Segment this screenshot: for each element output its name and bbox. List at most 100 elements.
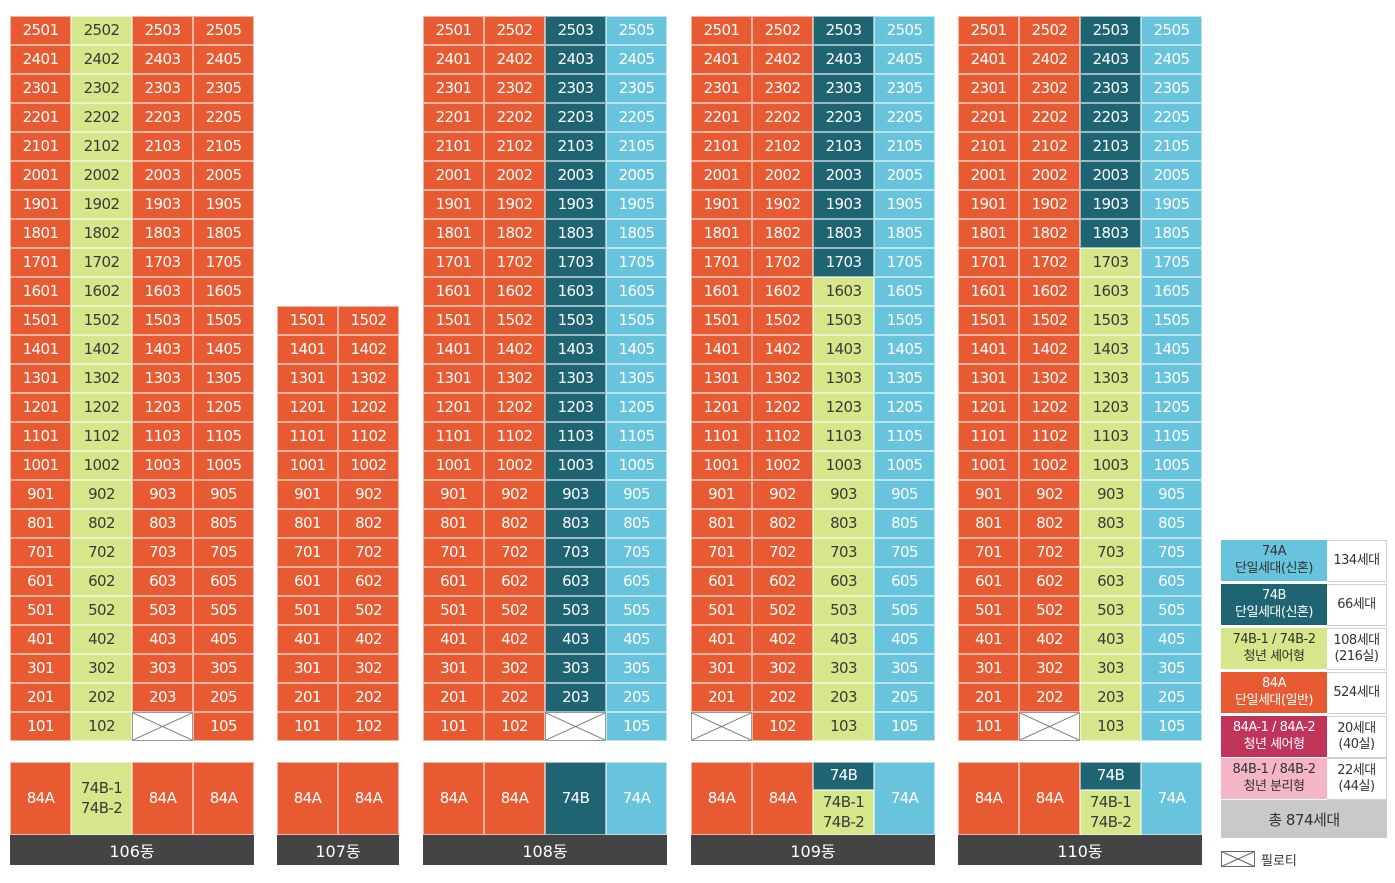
unit-cell: 1601 <box>10 277 71 306</box>
unit-cell: 302 <box>484 654 545 683</box>
unit-cell: 201 <box>691 683 752 712</box>
unit-cell: 2001 <box>958 161 1019 190</box>
unit-cell: 1003 <box>132 451 193 480</box>
unit-cell: 505 <box>606 596 667 625</box>
unit-cell: 203 <box>813 683 874 712</box>
unit-cell: 705 <box>193 538 254 567</box>
unit-cell: 2202 <box>1019 103 1080 132</box>
unit-type-cell: 84A <box>193 762 254 835</box>
unit-cell: 2002 <box>484 161 545 190</box>
unit-cell: 301 <box>277 654 338 683</box>
unit-cell: 1502 <box>1019 306 1080 335</box>
legend-swatch-74b-shared: 74B-1 / 74B-2 청년 셰어형 <box>1221 628 1327 670</box>
unit-cell: 105 <box>1141 712 1202 741</box>
unit-cell: 1403 <box>132 335 193 364</box>
unit-cell: 605 <box>1141 567 1202 596</box>
unit-cell: 101 <box>10 712 71 741</box>
unit-cell: 902 <box>484 480 545 509</box>
unit-cell: 2205 <box>193 103 254 132</box>
legend-count: 22세대 <box>1337 762 1376 778</box>
unit-cell: 703 <box>545 538 606 567</box>
unit-cell: 1305 <box>606 364 667 393</box>
unit-cell: 2403 <box>813 45 874 74</box>
unit-cell: 805 <box>1141 509 1202 538</box>
unit-cell: 602 <box>338 567 399 596</box>
unit-cell: 1605 <box>874 277 935 306</box>
unit-cell: 2103 <box>1080 132 1141 161</box>
legend-type: 84A-1 / 84A-2 <box>1232 720 1316 736</box>
unit-cell: 803 <box>1080 509 1141 538</box>
unit-cell: 1802 <box>752 219 813 248</box>
unit-cell: 401 <box>958 625 1019 654</box>
unit-cell: 1703 <box>1080 248 1141 277</box>
legend-row-84a: 84A 단일세대(일반) 524세대 <box>1221 672 1387 714</box>
unit-cell: 1603 <box>132 277 193 306</box>
unit-cell: 2205 <box>606 103 667 132</box>
unit-cell: 1001 <box>423 451 484 480</box>
unit-cell: 402 <box>338 625 399 654</box>
unit-cell: 1301 <box>423 364 484 393</box>
unit-cell: 2503 <box>545 16 606 45</box>
unit-cell: 301 <box>10 654 71 683</box>
unit-cell: 1405 <box>874 335 935 364</box>
unit-cell: 702 <box>752 538 813 567</box>
piloti-cell <box>132 712 193 741</box>
unit-cell: 701 <box>958 538 1019 567</box>
unit-type-cell: 84A <box>10 762 71 835</box>
unit-cell: 502 <box>71 596 132 625</box>
legend-swatch-74a: 74A 단일세대(신혼) <box>1221 540 1327 582</box>
unit-cell: 902 <box>752 480 813 509</box>
unit-cell: 701 <box>691 538 752 567</box>
unit-cell: 2301 <box>958 74 1019 103</box>
unit-cell: 702 <box>71 538 132 567</box>
unit-cell: 1701 <box>423 248 484 277</box>
unit-cell: 102 <box>752 712 813 741</box>
unit-cell: 1403 <box>813 335 874 364</box>
legend-count-rooms: (216실) <box>1334 649 1379 664</box>
unit-cell: 1002 <box>71 451 132 480</box>
unit-cell: 901 <box>958 480 1019 509</box>
unit-cell: 1705 <box>606 248 667 277</box>
piloti-cell <box>691 712 752 741</box>
unit-cell: 403 <box>545 625 606 654</box>
unit-cell: 402 <box>484 625 545 654</box>
unit-cell: 1602 <box>71 277 132 306</box>
unit-cell: 1301 <box>277 364 338 393</box>
unit-cell: 501 <box>423 596 484 625</box>
unit-cell: 1601 <box>691 277 752 306</box>
legend-swatch-74b: 74B 단일세대(신혼) <box>1221 584 1327 626</box>
unit-cell: 1801 <box>423 219 484 248</box>
unit-cell: 1505 <box>193 306 254 335</box>
unit-cell: 2201 <box>423 103 484 132</box>
unit-cell: 601 <box>10 567 71 596</box>
unit-cell: 403 <box>132 625 193 654</box>
unit-cell: 1401 <box>10 335 71 364</box>
unit-cell: 2003 <box>132 161 193 190</box>
unit-cell: 2305 <box>1141 74 1202 103</box>
unit-cell: 2403 <box>1080 45 1141 74</box>
unit-cell: 1405 <box>606 335 667 364</box>
unit-cell: 503 <box>545 596 606 625</box>
unit-cell: 1101 <box>691 422 752 451</box>
unit-cell: 2202 <box>484 103 545 132</box>
unit-cell: 605 <box>606 567 667 596</box>
unit-cell: 1603 <box>813 277 874 306</box>
unit-cell: 1203 <box>545 393 606 422</box>
legend-row-84a-shared: 84A-1 / 84A-2 청년 셰어형 20세대 (40실) <box>1221 716 1387 758</box>
unit-cell: 201 <box>277 683 338 712</box>
unit-cell: 1902 <box>71 190 132 219</box>
unit-cell: 1003 <box>813 451 874 480</box>
unit-cell: 905 <box>1141 480 1202 509</box>
unit-cell: 605 <box>874 567 935 596</box>
unit-cell: 2305 <box>874 74 935 103</box>
unit-cell: 1202 <box>484 393 545 422</box>
unit-cell: 1302 <box>338 364 399 393</box>
unit-cell: 401 <box>10 625 71 654</box>
unit-cell: 402 <box>752 625 813 654</box>
unit-cell: 802 <box>484 509 545 538</box>
unit-cell: 1803 <box>813 219 874 248</box>
unit-cell: 1601 <box>423 277 484 306</box>
unit-cell: 1803 <box>1080 219 1141 248</box>
unit-cell: 1205 <box>193 393 254 422</box>
unit-cell: 2103 <box>813 132 874 161</box>
